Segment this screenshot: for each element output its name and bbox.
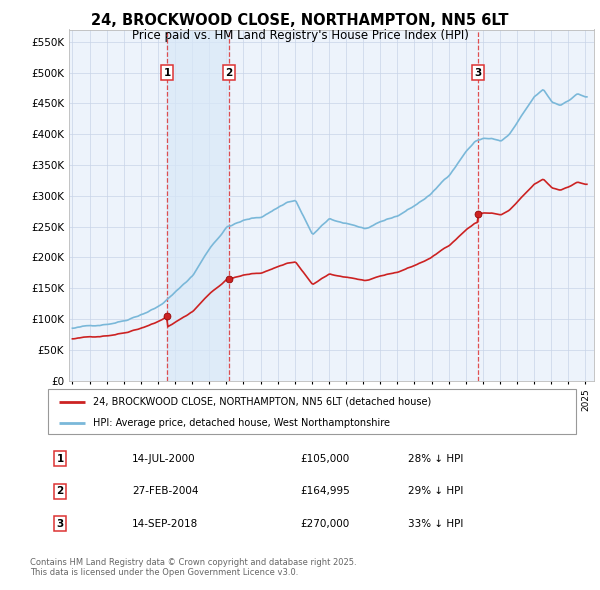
Text: 29% ↓ HPI: 29% ↓ HPI	[408, 486, 463, 496]
Text: 2: 2	[226, 68, 233, 78]
Text: £105,000: £105,000	[300, 454, 349, 464]
Text: 3: 3	[474, 68, 482, 78]
Text: 2: 2	[56, 486, 64, 496]
Text: HPI: Average price, detached house, West Northamptonshire: HPI: Average price, detached house, West…	[93, 418, 390, 428]
Text: £164,995: £164,995	[300, 486, 350, 496]
Text: £270,000: £270,000	[300, 519, 349, 529]
Text: 3: 3	[56, 519, 64, 529]
Text: Contains HM Land Registry data © Crown copyright and database right 2025.
This d: Contains HM Land Registry data © Crown c…	[30, 558, 356, 577]
Text: 24, BROCKWOOD CLOSE, NORTHAMPTON, NN5 6LT: 24, BROCKWOOD CLOSE, NORTHAMPTON, NN5 6L…	[91, 13, 509, 28]
Text: 33% ↓ HPI: 33% ↓ HPI	[408, 519, 463, 529]
Bar	[167, 30, 229, 381]
Text: 14-SEP-2018: 14-SEP-2018	[132, 519, 198, 529]
Text: 14-JUL-2000: 14-JUL-2000	[132, 454, 196, 464]
FancyBboxPatch shape	[48, 389, 576, 434]
Text: 1: 1	[164, 68, 171, 78]
Text: 27-FEB-2004: 27-FEB-2004	[132, 486, 199, 496]
Text: 24, BROCKWOOD CLOSE, NORTHAMPTON, NN5 6LT (detached house): 24, BROCKWOOD CLOSE, NORTHAMPTON, NN5 6L…	[93, 397, 431, 407]
Text: Price paid vs. HM Land Registry's House Price Index (HPI): Price paid vs. HM Land Registry's House …	[131, 30, 469, 42]
Text: 28% ↓ HPI: 28% ↓ HPI	[408, 454, 463, 464]
Text: 1: 1	[56, 454, 64, 464]
